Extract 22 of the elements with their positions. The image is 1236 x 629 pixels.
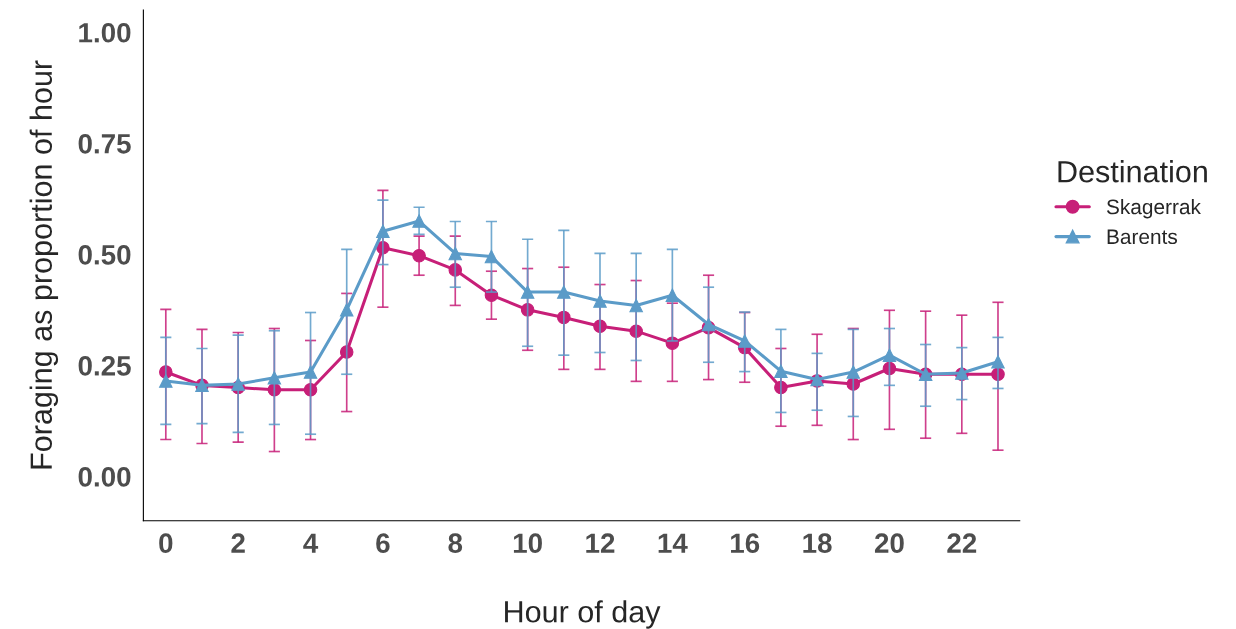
y-axis-title: Foraging as proportion of hour — [29, 60, 59, 469]
x-tick-label: 18 — [803, 533, 832, 554]
y-tick-label: 0.00 — [78, 467, 131, 487]
legend-label: Skagerrak — [1106, 198, 1201, 219]
x-tick-label: 16 — [731, 533, 760, 554]
y-tick-label: 1.00 — [79, 22, 131, 43]
x-tick-label: 8 — [448, 533, 463, 554]
x-axis-title: Hour of day — [505, 600, 661, 629]
y-tick-label: 0.25 — [78, 356, 131, 376]
legend-title: Destination — [1058, 160, 1207, 183]
x-tick-label: 22 — [947, 533, 977, 553]
legend-label: Barents — [1107, 229, 1178, 245]
x-tick-label: 12 — [586, 533, 615, 553]
x-tick-label: 20 — [874, 533, 904, 554]
x-tick-label: 4 — [303, 533, 319, 553]
x-tick-label: 0 — [159, 533, 173, 554]
x-tick-label: 10 — [513, 533, 542, 554]
x-tick-label: 2 — [231, 533, 245, 553]
y-tick-label: 0.50 — [78, 245, 131, 265]
x-tick-label: 6 — [376, 533, 390, 554]
y-tick-label: 0.75 — [78, 133, 131, 154]
x-tick-label: 14 — [658, 533, 688, 553]
